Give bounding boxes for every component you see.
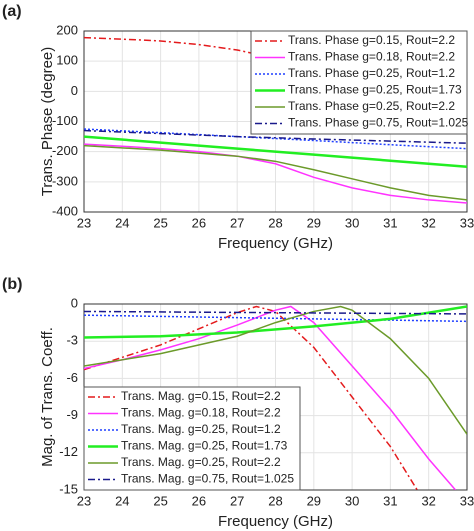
legend-label: Trans. Mag. g=0.25, Rout=1.73 bbox=[121, 439, 288, 453]
legend-box bbox=[83, 386, 301, 491]
x-tick-label: 24 bbox=[115, 493, 129, 508]
chart: (b) 23 24 25 26 27 28 29 30 31 32 33 0 -3 -6 -9 -12 -15 Fr… bbox=[2, 276, 474, 530]
y-tick-label: 0 bbox=[71, 83, 78, 98]
legend-label: Trans. Phase g=0.25, Rout=1.73 bbox=[288, 83, 462, 97]
x-tick-label: 24 bbox=[115, 215, 129, 230]
series-line bbox=[84, 143, 467, 204]
x-axis-label: Frequency (GHz) bbox=[218, 235, 333, 252]
y-tick-label: -6 bbox=[66, 370, 78, 385]
legend-label: Trans. Phase g=0.18, Rout=2.2 bbox=[288, 50, 455, 64]
x-tick-label: 27 bbox=[230, 215, 244, 230]
series-line bbox=[84, 305, 467, 339]
series-line bbox=[84, 305, 457, 490]
panel-label: (b) bbox=[2, 276, 22, 293]
series-line bbox=[84, 310, 467, 315]
series-line bbox=[84, 305, 467, 435]
legend-label: Trans. Phase g=0.15, Rout=2.2 bbox=[288, 33, 455, 47]
legend: Trans. Phase g=0.15, Rout=2.2 Trans. Phas… bbox=[250, 30, 469, 135]
legend-label: Trans. Mag. g=0.25, Rout=1.2 bbox=[121, 422, 281, 436]
y-tick-label: 200 bbox=[56, 22, 78, 37]
x-tick-label: 23 bbox=[77, 493, 91, 508]
x-tick-label: 31 bbox=[383, 493, 397, 508]
x-tick-label: 28 bbox=[268, 493, 282, 508]
series-line bbox=[84, 129, 467, 144]
x-tick-label: 25 bbox=[153, 215, 167, 230]
y-tick-label: -9 bbox=[66, 407, 78, 422]
x-tick-label: 25 bbox=[153, 493, 167, 508]
legend-label: Trans. Mag. g=0.25, Rout=2.2 bbox=[121, 455, 281, 469]
y-tick-label: -3 bbox=[66, 333, 78, 348]
x-tick-label: 26 bbox=[192, 493, 206, 508]
y-tick-label: -100 bbox=[52, 113, 78, 128]
y-tick-label: -12 bbox=[59, 444, 78, 459]
x-tick-label: 30 bbox=[345, 215, 359, 230]
x-tick-label: 27 bbox=[230, 493, 244, 508]
legend-label: Trans. Phase g=0.75, Rout=1.025 bbox=[288, 116, 469, 130]
x-tick-label: 31 bbox=[383, 215, 397, 230]
legend-label: Trans. Phase g=0.25, Rout=2.2 bbox=[288, 99, 455, 113]
legend-label: Trans. Mag. g=0.75, Rout=1.025 bbox=[121, 472, 294, 486]
legend-label: Trans. Mag. g=0.15, Rout=2.2 bbox=[121, 389, 281, 403]
x-tick-label: 30 bbox=[345, 493, 359, 508]
x-axis-label: Frequency (GHz) bbox=[218, 513, 333, 530]
x-tick-label: 29 bbox=[307, 215, 321, 230]
x-tick-label: 23 bbox=[77, 215, 91, 230]
legend-label: Trans. Phase g=0.25, Rout=1.2 bbox=[288, 66, 455, 80]
x-tick-label: 28 bbox=[268, 215, 282, 230]
y-tick-label: 0 bbox=[71, 295, 78, 310]
y-tick-label: -400 bbox=[52, 203, 78, 218]
series-line bbox=[84, 36, 467, 96]
legend-box bbox=[250, 30, 468, 135]
x-tick-label: 32 bbox=[421, 215, 435, 230]
series-line bbox=[84, 305, 418, 490]
x-tick-label: 29 bbox=[307, 493, 321, 508]
y-tick-label: -15 bbox=[59, 481, 78, 496]
panel-label: (a) bbox=[2, 3, 22, 20]
series-line bbox=[84, 135, 467, 168]
x-tick-label: 33 bbox=[460, 215, 474, 230]
y-axis-label: Trans. Phase (degree) bbox=[39, 47, 56, 197]
y-tick-label: -300 bbox=[52, 173, 78, 188]
y-tick-label: -200 bbox=[52, 143, 78, 158]
x-tick-label: 33 bbox=[460, 493, 474, 508]
legend-label: Trans. Mag. g=0.18, Rout=2.2 bbox=[121, 406, 281, 420]
x-tick-label: 26 bbox=[192, 215, 206, 230]
y-tick-label: 100 bbox=[56, 53, 78, 68]
y-axis-label: Mag. of Trans. Coeff. bbox=[39, 327, 56, 467]
legend: Trans. Mag. g=0.15, Rout=2.2 Trans. Mag. … bbox=[83, 386, 301, 491]
x-tick-label: 32 bbox=[421, 493, 435, 508]
chart: (a) 23 24 25 26 27 28 29 30 31 32 33 200 100 0 -100 -200… bbox=[2, 3, 474, 252]
series-line bbox=[84, 144, 467, 201]
